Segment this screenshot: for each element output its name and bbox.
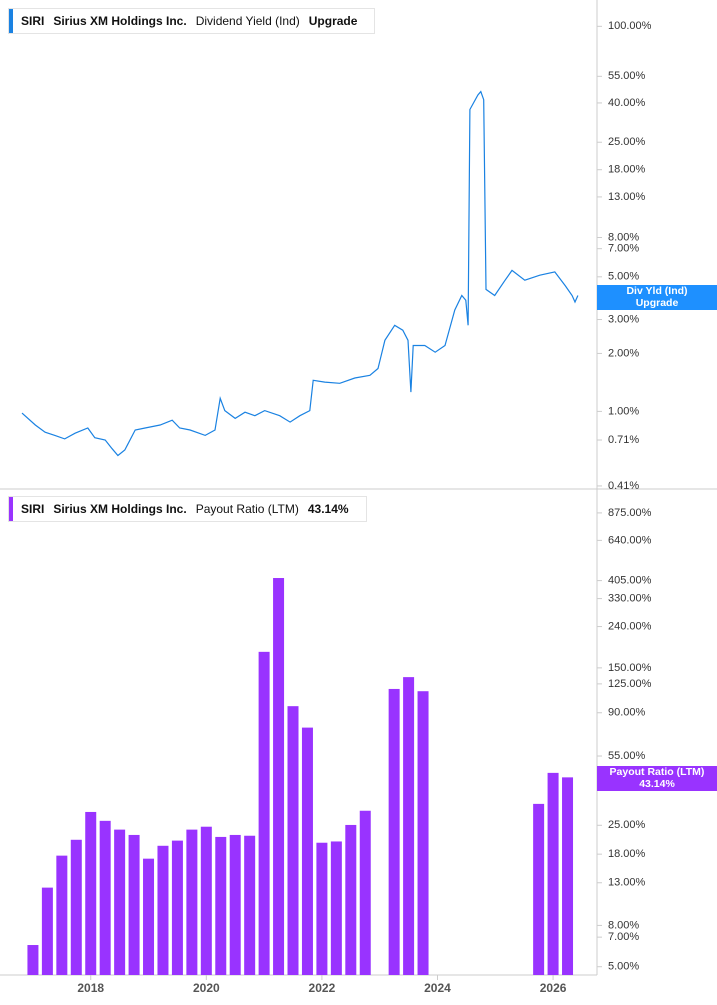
- bar: [27, 945, 39, 975]
- y-tick-label: 150.00%: [608, 662, 652, 674]
- status: Upgrade: [308, 14, 358, 28]
- y-tick-label: 0.41%: [608, 480, 639, 492]
- bar: [143, 858, 155, 975]
- y-tick-label: 2.00%: [608, 347, 639, 359]
- bar: [157, 845, 169, 975]
- company: Sirius XM Holdings Inc.: [53, 502, 187, 516]
- bar: [359, 810, 371, 975]
- bar: [56, 855, 68, 975]
- bar: [345, 824, 357, 975]
- y-tick-label: 25.00%: [608, 819, 646, 831]
- price-tag: Payout Ratio (LTM) 43.14%: [597, 766, 717, 791]
- y-tick-label: 55.00%: [608, 70, 646, 82]
- tag-status: Upgrade: [635, 297, 679, 309]
- x-tick-label: 2026: [540, 981, 567, 995]
- bar: [85, 811, 97, 975]
- price-tag: Div Yld (Ind) Upgrade: [597, 285, 717, 310]
- bar: [533, 803, 545, 975]
- y-tick-label: 100.00%: [608, 20, 652, 32]
- bar: [316, 842, 328, 975]
- y-tick-label: 0.71%: [608, 434, 639, 446]
- bar: [330, 841, 342, 975]
- bar: [186, 829, 198, 975]
- y-tick-label: 13.00%: [608, 191, 646, 203]
- y-tick-label: 5.00%: [608, 961, 639, 973]
- company: Sirius XM Holdings Inc.: [53, 14, 187, 28]
- bar: [229, 834, 241, 975]
- y-tick-label: 1.00%: [608, 405, 639, 417]
- legend-top: SIRI Sirius XM Holdings Inc. Dividend Yi…: [8, 8, 376, 34]
- x-tick-label: 2024: [424, 981, 451, 995]
- tag-name: Payout Ratio (LTM): [609, 766, 705, 778]
- legend-bottom: SIRI Sirius XM Holdings Inc. Payout Rati…: [8, 496, 367, 522]
- y-tick-label: 405.00%: [608, 574, 652, 586]
- bar: [200, 826, 212, 975]
- legend-swatch: [9, 9, 13, 33]
- bar: [70, 839, 82, 975]
- ticker: SIRI: [21, 502, 45, 516]
- bar: [301, 727, 313, 975]
- bar: [417, 691, 429, 975]
- y-tick-label: 3.00%: [608, 313, 639, 325]
- y-tick-label: 18.00%: [608, 164, 646, 176]
- y-tick-label: 640.00%: [608, 534, 652, 546]
- series-name: Dividend Yield (Ind): [195, 14, 300, 28]
- y-tick-label: 13.00%: [608, 877, 646, 889]
- bar: [287, 706, 299, 975]
- bar: [244, 835, 256, 975]
- y-tick-label: 7.00%: [608, 931, 639, 943]
- legend-swatch: [9, 497, 13, 521]
- tag-value: 43.14%: [639, 778, 675, 790]
- y-tick-label: 8.00%: [608, 231, 639, 243]
- y-tick-label: 5.00%: [608, 271, 639, 283]
- bar: [171, 840, 183, 975]
- ticker: SIRI: [21, 14, 45, 28]
- x-tick-label: 2020: [193, 981, 220, 995]
- y-tick-label: 25.00%: [608, 136, 646, 148]
- bar: [562, 777, 574, 975]
- y-tick-label: 55.00%: [608, 750, 646, 762]
- bar: [388, 688, 400, 975]
- tag-name: Div Yld (Ind): [626, 285, 688, 297]
- y-tick-label: 330.00%: [608, 592, 652, 604]
- bar: [99, 820, 111, 975]
- x-tick-label: 2018: [77, 981, 104, 995]
- y-tick-label: 40.00%: [608, 97, 646, 109]
- y-tick-label: 125.00%: [608, 678, 652, 690]
- bar: [403, 677, 415, 975]
- y-tick-label: 90.00%: [608, 707, 646, 719]
- bar: [128, 834, 140, 975]
- y-tick-label: 18.00%: [608, 848, 646, 860]
- y-tick-label: 240.00%: [608, 620, 652, 632]
- line: [21, 90, 579, 457]
- bar: [547, 772, 559, 975]
- y-tick-label: 875.00%: [608, 507, 652, 519]
- series-name: Payout Ratio (LTM): [195, 502, 299, 516]
- bar: [215, 836, 227, 975]
- x-tick-label: 2022: [309, 981, 336, 995]
- bar: [41, 887, 53, 975]
- y-tick-label: 8.00%: [608, 919, 639, 931]
- bar: [258, 651, 270, 975]
- bar: [114, 829, 126, 975]
- last-value: 43.14%: [307, 502, 349, 516]
- y-tick-label: 7.00%: [608, 243, 639, 255]
- bar: [273, 578, 285, 975]
